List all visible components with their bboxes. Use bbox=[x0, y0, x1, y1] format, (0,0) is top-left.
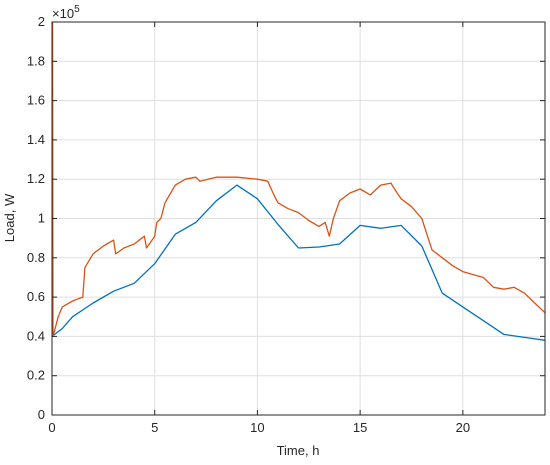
y-axis-label: Load, W bbox=[2, 193, 17, 242]
y-tick-label: 1 bbox=[38, 211, 45, 226]
y-tick-label: 0.6 bbox=[27, 289, 45, 304]
y-tick-label: 0.8 bbox=[27, 250, 45, 265]
y-tick-label: 1.6 bbox=[27, 93, 45, 108]
series-line-1 bbox=[51, 184, 546, 341]
y-tick-label: 1.4 bbox=[27, 132, 45, 147]
y-tick-label: 1.2 bbox=[27, 171, 45, 186]
x-tick-label: 20 bbox=[456, 420, 470, 435]
y-exponent-label: ×105 bbox=[52, 4, 80, 21]
series-line-2 bbox=[51, 21, 546, 338]
y-tick-label: 1.8 bbox=[27, 53, 45, 68]
x-axis-label: Time, h bbox=[277, 443, 320, 458]
y-tick-label: 0 bbox=[38, 407, 45, 422]
x-tick-label: 5 bbox=[151, 420, 158, 435]
x-tick-label: 0 bbox=[48, 420, 55, 435]
ticks bbox=[51, 21, 545, 416]
y-tick-label: 0.2 bbox=[27, 368, 45, 383]
x-tick-label: 10 bbox=[250, 420, 264, 435]
tick-labels: 0 5 10 15 20 0 0.2 0.4 0.6 0.8 1 1.2 1.4 1.6 1.8 2 bbox=[27, 14, 470, 435]
y-tick-label: 2 bbox=[38, 14, 45, 29]
x-tick-label: 15 bbox=[353, 420, 367, 435]
y-tick-label: 0.4 bbox=[27, 328, 45, 343]
grid bbox=[51, 21, 545, 416]
series-layer bbox=[51, 21, 546, 341]
